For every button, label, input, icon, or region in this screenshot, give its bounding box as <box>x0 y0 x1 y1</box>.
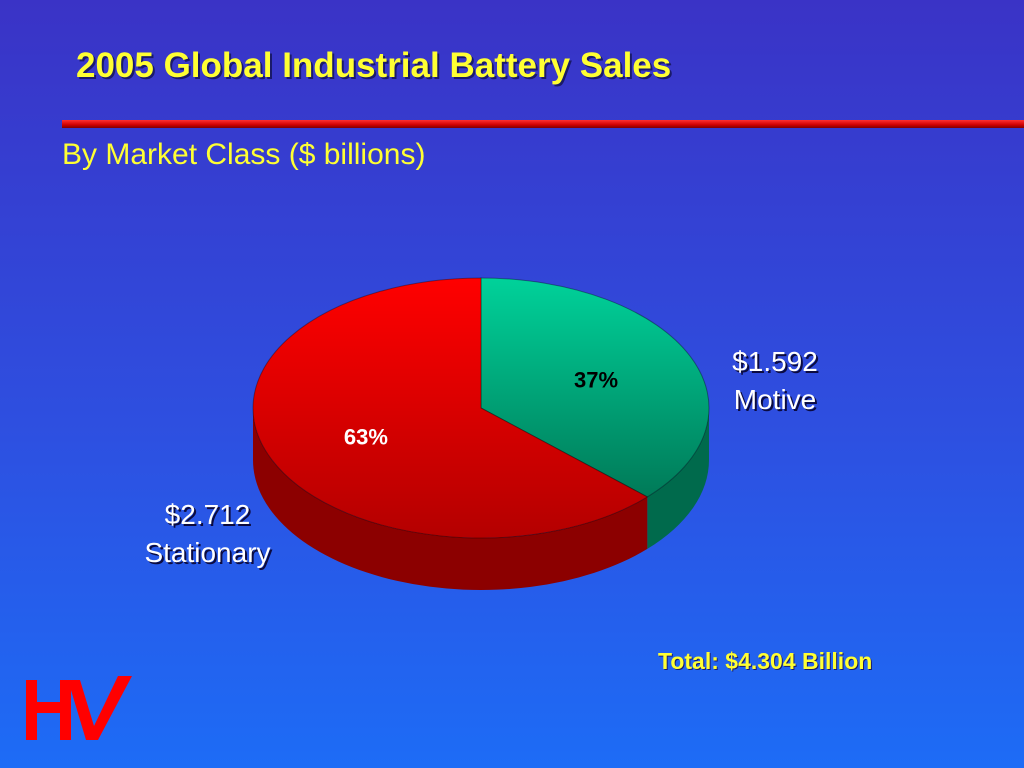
slide-subtitle: By Market Class ($ billions) <box>62 138 426 171</box>
slice-percent-motive: 37% <box>574 368 618 393</box>
title-divider <box>62 120 1024 128</box>
category-label-stationary: $2.712 Stationary <box>120 496 295 572</box>
pie-top-faces <box>252 277 710 539</box>
category-label-motive: $1.592 Motive <box>700 343 850 419</box>
hv-logo <box>26 676 132 740</box>
pie-slice-stationary <box>252 277 649 539</box>
slide-title: 2005 Global Industrial Battery Sales <box>76 46 672 85</box>
pie-slice-motive <box>480 277 710 498</box>
motive-name: Motive <box>733 384 817 415</box>
pie-side-motive <box>647 408 709 549</box>
motive-value: $1.592 <box>732 346 818 377</box>
stationary-name: Stationary <box>144 537 271 568</box>
pie-side-stationary <box>253 408 648 590</box>
total-label: Total: $4.304 Billion <box>658 648 873 674</box>
slice-percent-stationary: 63% <box>344 424 388 449</box>
pie-side-walls <box>253 408 709 590</box>
stationary-value: $2.712 <box>164 499 251 530</box>
